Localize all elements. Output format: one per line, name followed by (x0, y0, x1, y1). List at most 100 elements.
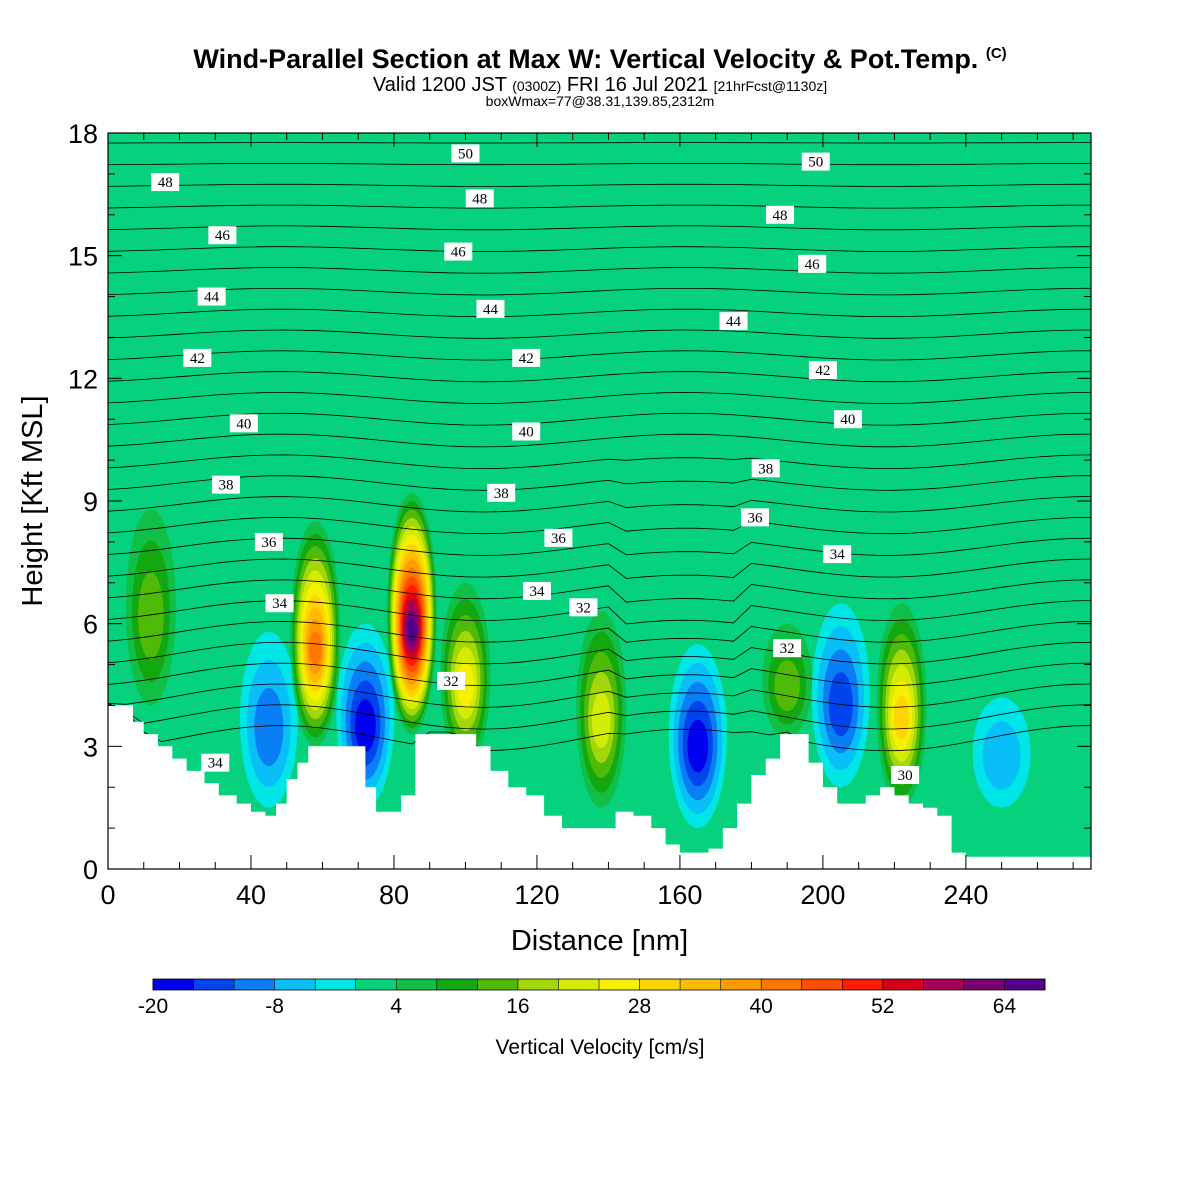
contour-label-text: 50 (458, 146, 473, 162)
theta-contour-line (108, 496, 1091, 513)
theta-contour-line (108, 392, 1091, 404)
colorbar-tick-label: -20 (138, 995, 168, 1018)
y-tick-label: 18 (68, 119, 98, 149)
contour-label-text: 44 (483, 302, 499, 318)
contour-label-box (254, 532, 283, 551)
contour-label-box (265, 594, 294, 613)
contour-label-text: 38 (494, 486, 509, 502)
colorbar-swatch (558, 979, 600, 990)
colorbar-swatch (963, 979, 1005, 990)
x-tick-label: 160 (657, 880, 702, 910)
theta-contour-line (108, 183, 1091, 187)
contour-label: 42 (808, 361, 837, 380)
contour-label-box (823, 545, 852, 564)
contour-label: 50 (451, 144, 480, 163)
theta-contour-line (108, 621, 1091, 643)
colorbar-swatch (842, 979, 884, 990)
colorbar-swatch (193, 979, 235, 990)
contour-label: 34 (201, 753, 230, 772)
colorbar-swatch (234, 979, 276, 990)
copyright-mark: (C) (985, 45, 1007, 62)
theta-contour-line (108, 246, 1091, 252)
contour-label-box (569, 598, 598, 617)
box-wmax-line: boxWmax=77@38.31,139.85,2312m (485, 93, 715, 109)
contour-label-text: 40 (236, 416, 251, 432)
contour-label-text: 46 (805, 257, 821, 273)
colorbar-frame (152, 978, 1046, 991)
colorbar-swatch (517, 979, 559, 990)
x-axis-label: Distance [nm] (511, 925, 688, 957)
theta-contour-line (108, 558, 1091, 579)
colorbar-swatch (761, 979, 803, 990)
theta-contour-line (108, 350, 1091, 361)
contour-label: 40 (833, 410, 862, 429)
colorbar-swatch (801, 979, 843, 990)
contour-label-box (833, 410, 862, 429)
theta-contour-line (108, 579, 1091, 603)
colorbar-tick-label: 16 (506, 995, 529, 1018)
colorbar-swatch (720, 979, 762, 990)
contour-label-text: 36 (747, 510, 763, 526)
contour-label-box (751, 459, 780, 478)
theta-contour-line (108, 703, 1091, 730)
contour-label-box (773, 639, 802, 658)
updraft-band (774, 660, 800, 712)
valid-time-line: Valid 1200 JST (0300Z) FRI 16 Jul 2021 [… (372, 74, 828, 96)
contour-label: 44 (197, 287, 226, 306)
x-tick-label: 200 (800, 880, 845, 910)
colorbar-swatch (477, 979, 519, 990)
downdraft-band (254, 688, 284, 767)
updraft-band (406, 618, 417, 642)
contour-label-text: 38 (758, 461, 773, 477)
updraft-band (309, 631, 322, 666)
colorbar-tick-label: 4 (390, 995, 402, 1018)
colorbar-swatch (396, 979, 438, 990)
contour-label-text: 30 (898, 768, 913, 784)
theta-contour-line (108, 433, 1091, 448)
downdraft-band (354, 699, 376, 752)
contour-label-text: 34 (272, 596, 288, 612)
contour-label-text: 40 (519, 424, 534, 440)
colorbar-tick-label: -8 (265, 995, 284, 1018)
contour-label-text: 42 (815, 363, 830, 379)
theta-contour-line (108, 475, 1091, 491)
contour-label-box (512, 348, 541, 367)
contour-label: 48 (465, 189, 494, 208)
theta-contour-line (108, 204, 1091, 209)
contour-label-box (487, 483, 516, 502)
contour-label-box (891, 765, 920, 784)
contour-label-box (544, 528, 573, 547)
colorbar-tick-label: 64 (993, 995, 1017, 1018)
colorbar-swatch (599, 979, 641, 990)
contour-label: 32 (773, 639, 802, 658)
theta-contour-line (108, 287, 1091, 296)
contour-label-box (208, 226, 237, 245)
contour-label-box (183, 348, 212, 367)
colorbar-swatch (436, 979, 478, 990)
contour-label-box (197, 287, 226, 306)
theta-contour-line (108, 329, 1091, 339)
colorbar-swatch (355, 979, 397, 990)
theta-contour-line (108, 683, 1091, 708)
colorbar-tick-label: 28 (628, 995, 651, 1018)
colorbar-tick-label: 40 (750, 995, 773, 1018)
contour-label: 40 (512, 422, 541, 441)
y-tick-label: 6 (83, 610, 98, 640)
theta-contour-line (108, 662, 1091, 687)
x-tick-label: 40 (236, 880, 266, 910)
contour-label: 48 (766, 205, 795, 224)
colorbar-swatch (680, 979, 722, 990)
contour-label: 34 (265, 594, 294, 613)
contour-label-text: 34 (208, 756, 224, 772)
theta-contour-line (108, 371, 1091, 383)
contour-label-text: 36 (261, 535, 277, 551)
theta-contour-line (108, 163, 1091, 166)
contour-label-box (211, 475, 240, 494)
y-tick-label: 15 (68, 242, 98, 272)
contour-label-text: 32 (444, 674, 459, 690)
y-tick-label: 3 (83, 732, 98, 762)
contour-label: 48 (151, 173, 180, 192)
contour-label-box (740, 508, 769, 527)
contour-label-box (719, 312, 748, 331)
